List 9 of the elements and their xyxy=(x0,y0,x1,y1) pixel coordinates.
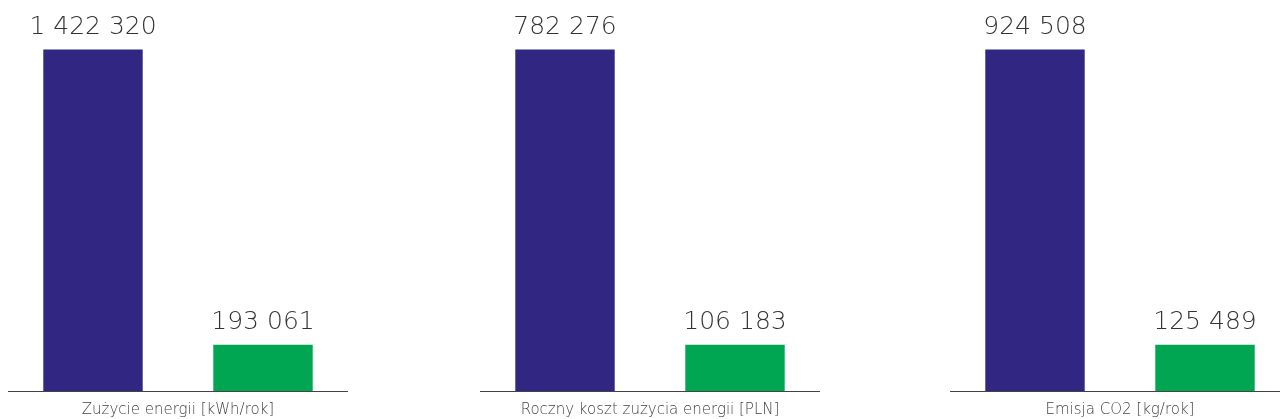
data-label: 924 508 xyxy=(983,10,1087,40)
data-label: 125 489 xyxy=(1153,305,1257,335)
data-label: 782 276 xyxy=(513,10,617,40)
data-label: 106 183 xyxy=(683,305,787,335)
data-label: 193 061 xyxy=(211,305,315,335)
x-axis-title: Emisja CO2 [kg/rok] xyxy=(1045,399,1195,418)
x-axis-title: Roczny koszt zużycia energii [PLN] xyxy=(520,399,780,418)
x-axis-title: Zużycie energii [kWh/rok] xyxy=(81,399,275,418)
data-label: 1 422 320 xyxy=(29,10,157,40)
